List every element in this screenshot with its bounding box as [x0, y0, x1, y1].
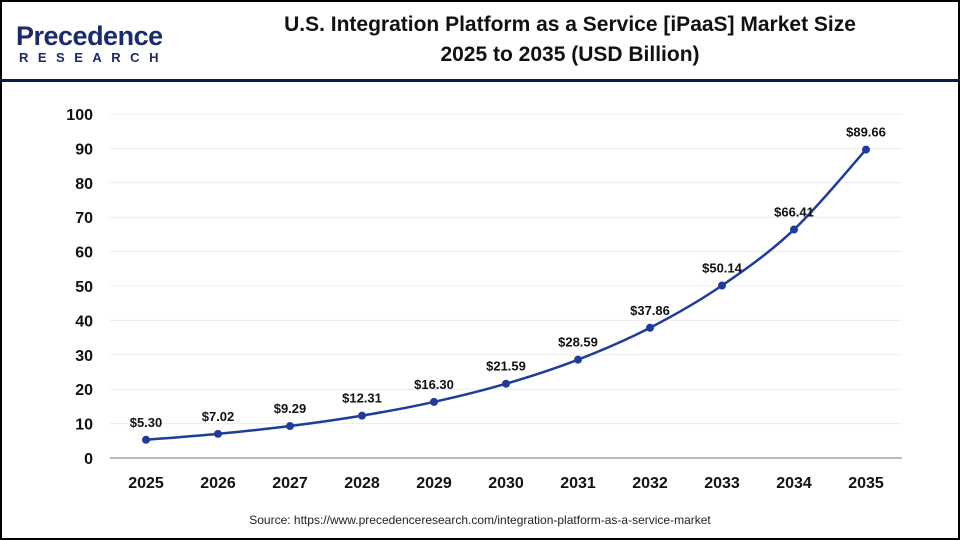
y-tick-label: 60: [75, 245, 93, 262]
x-tick-label: 2031: [560, 475, 596, 492]
data-point: [430, 397, 438, 406]
logo-main-text: Precedence: [16, 21, 163, 51]
y-tick-label: 80: [75, 176, 93, 193]
title-line-1: U.S. Integration Platform as a Service […: [284, 13, 856, 36]
data-point: [718, 281, 726, 290]
data-label: $9.29: [274, 401, 307, 416]
y-tick-label: 30: [75, 348, 93, 365]
data-point: [862, 145, 870, 154]
y-tick-label: 10: [75, 417, 93, 434]
chart-title: U.S. Integration Platform as a Service […: [200, 10, 940, 70]
precedence-research-logo: Precedence RESEARCH: [16, 22, 168, 66]
data-label: $12.31: [342, 391, 382, 406]
x-tick-label: 2027: [272, 475, 308, 492]
data-point: [790, 225, 798, 234]
data-label: $5.30: [130, 415, 163, 430]
data-point: [358, 411, 366, 420]
data-label: $66.41: [774, 205, 814, 220]
y-tick-label: 20: [75, 382, 93, 399]
data-label: $89.66: [846, 125, 886, 140]
y-tick-label: 40: [75, 313, 93, 330]
y-tick-label: 100: [66, 107, 93, 124]
title-line-2: 2025 to 2035 (USD Billion): [440, 43, 700, 66]
data-point: [646, 323, 654, 332]
x-tick-label: 2028: [344, 475, 380, 492]
y-tick-label: 50: [75, 279, 93, 296]
data-point: [502, 379, 510, 388]
x-tick-label: 2033: [704, 475, 740, 492]
data-point: [574, 355, 582, 364]
x-tick-label: 2030: [488, 475, 524, 492]
data-label: $16.30: [414, 377, 454, 392]
data-point: [286, 422, 294, 431]
source-text: Source: https://www.precedenceresearch.c…: [249, 513, 711, 527]
y-tick-label: 0: [84, 451, 93, 468]
x-tick-label: 2025: [128, 475, 164, 492]
x-tick-label: 2034: [776, 475, 812, 492]
logo-sub-text: RESEARCH: [19, 50, 168, 65]
x-tick-label: 2032: [632, 475, 668, 492]
series-line: [145, 148, 867, 442]
x-tick-label: 2026: [200, 475, 236, 492]
y-tick-label: 70: [75, 210, 93, 227]
data-label: $28.59: [558, 335, 598, 350]
data-label: $37.86: [630, 303, 670, 318]
data-label: $7.02: [202, 409, 235, 424]
data-label: $50.14: [702, 261, 743, 276]
header: Precedence RESEARCH U.S. Integration Pla…: [0, 0, 960, 80]
data-point: [214, 429, 222, 438]
y-tick-label: 90: [75, 141, 93, 158]
x-tick-label: 2035: [848, 475, 884, 492]
header-divider: [0, 79, 960, 82]
x-tick-label: 2029: [416, 475, 452, 492]
data-point: [142, 435, 150, 444]
data-label: $21.59: [486, 359, 526, 374]
